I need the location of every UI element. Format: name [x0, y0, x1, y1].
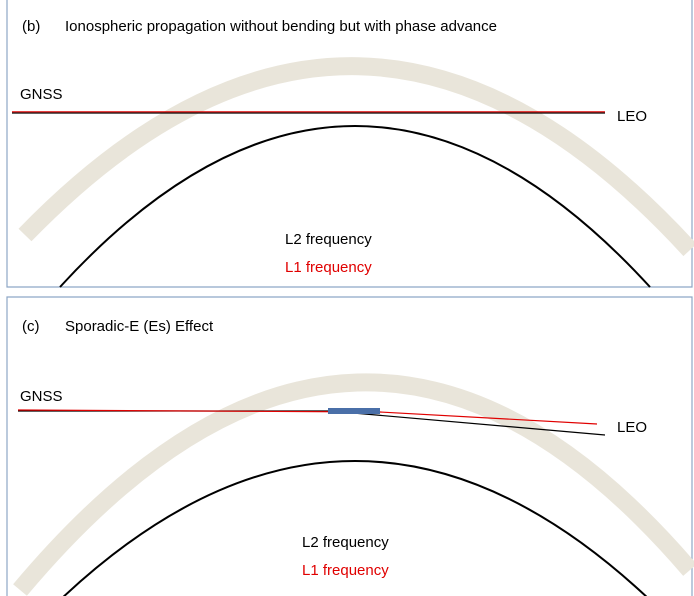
panel-title: Ionospheric propagation without bending …	[65, 18, 497, 35]
ionosphere-arc	[13, 373, 694, 596]
leo-label: LEO	[617, 108, 647, 125]
gnss-label: GNSS	[20, 86, 63, 103]
ionosphere-arc	[18, 57, 694, 257]
panel-c: (c) Sporadic-E (Es) Effect GNSS LEO L2 f…	[6, 296, 694, 596]
earth-arc	[62, 460, 648, 596]
l1-label: L1 frequency	[302, 562, 389, 579]
panel-title: Sporadic-E (Es) Effect	[65, 318, 214, 335]
earth-arc	[59, 125, 651, 288]
l1-label: L1 frequency	[285, 259, 372, 276]
panel-border	[6, 296, 693, 596]
l2-label: L2 frequency	[285, 231, 372, 248]
panel-label: (b)	[22, 18, 40, 35]
l2-label: L2 frequency	[302, 534, 389, 551]
panel-label: (c)	[22, 318, 40, 335]
panel-border	[6, 0, 693, 288]
gnss-label: GNSS	[20, 388, 63, 405]
panel-b: (b) Ionospheric propagation without bend…	[6, 0, 694, 288]
leo-label: LEO	[617, 419, 647, 436]
sporadic-e-layer	[328, 408, 380, 414]
